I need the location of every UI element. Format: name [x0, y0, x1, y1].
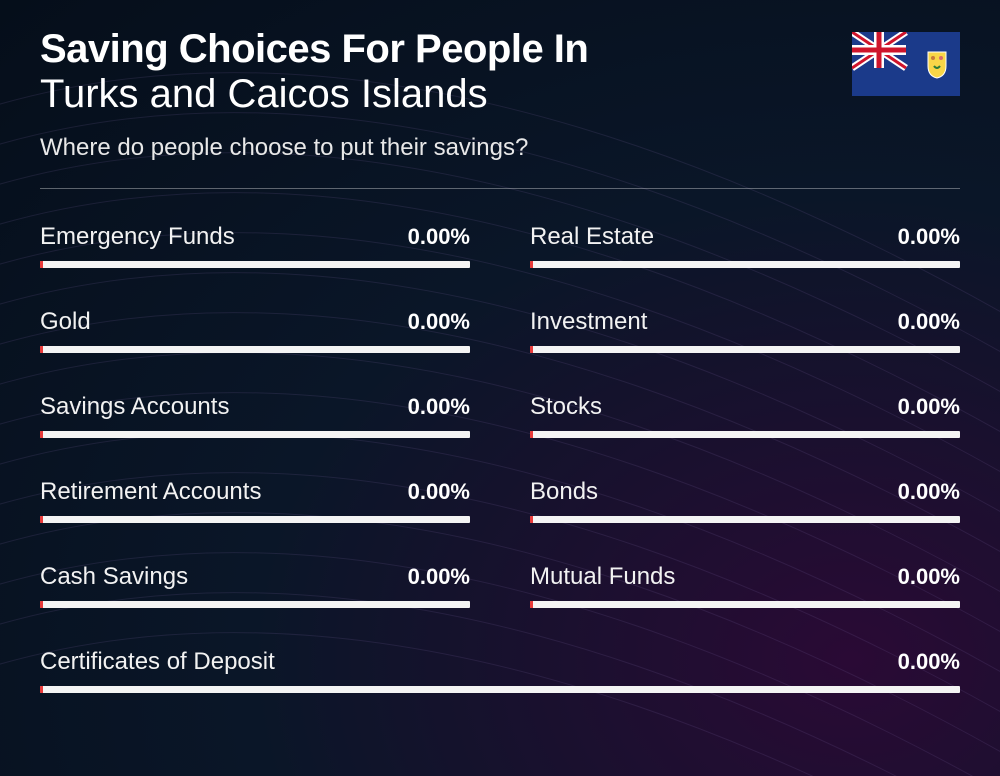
savings-item-label: Savings Accounts — [40, 393, 229, 421]
savings-item-value: 0.00% — [898, 649, 960, 675]
page-title-line2: Turks and Caicos Islands — [40, 72, 852, 116]
savings-item-value: 0.00% — [898, 564, 960, 590]
savings-item-value: 0.00% — [898, 479, 960, 505]
savings-item-value: 0.00% — [898, 224, 960, 250]
progress-bar — [530, 431, 960, 438]
savings-item-value: 0.00% — [408, 224, 470, 250]
savings-item-label: Mutual Funds — [530, 563, 675, 591]
savings-item-label: Retirement Accounts — [40, 478, 261, 506]
savings-item-value: 0.00% — [408, 564, 470, 590]
savings-item: Retirement Accounts 0.00% — [40, 478, 470, 523]
page-title-line1: Saving Choices For People In — [40, 28, 852, 70]
header-divider — [40, 188, 960, 189]
savings-item-value: 0.00% — [408, 309, 470, 335]
savings-item-label: Stocks — [530, 393, 602, 421]
savings-item-label: Bonds — [530, 478, 598, 506]
progress-bar — [40, 601, 470, 608]
progress-bar — [40, 261, 470, 268]
savings-item: Mutual Funds 0.00% — [530, 563, 960, 608]
savings-item: Gold 0.00% — [40, 308, 470, 353]
savings-item: Emergency Funds 0.00% — [40, 223, 470, 268]
page-subtitle: Where do people choose to put their savi… — [40, 134, 852, 162]
progress-bar — [530, 601, 960, 608]
savings-item-label: Gold — [40, 308, 91, 336]
savings-item: Cash Savings 0.00% — [40, 563, 470, 608]
savings-item-label: Investment — [530, 308, 647, 336]
progress-bar — [40, 431, 470, 438]
savings-item: Bonds 0.00% — [530, 478, 960, 523]
progress-bar — [530, 261, 960, 268]
savings-item-value: 0.00% — [408, 479, 470, 505]
savings-item-value: 0.00% — [898, 309, 960, 335]
savings-item-value: 0.00% — [408, 394, 470, 420]
savings-chart-grid: Emergency Funds0.00%Real Estate0.00%Gold… — [40, 223, 960, 693]
savings-item-label: Cash Savings — [40, 563, 188, 591]
savings-item: Real Estate 0.00% — [530, 223, 960, 268]
savings-item-label: Real Estate — [530, 223, 654, 251]
progress-bar — [530, 346, 960, 353]
progress-bar — [40, 686, 960, 693]
savings-item-label: Emergency Funds — [40, 223, 235, 251]
progress-bar — [40, 346, 470, 353]
progress-bar — [40, 516, 470, 523]
savings-item-label: Certificates of Deposit — [40, 648, 275, 676]
savings-item: Investment 0.00% — [530, 308, 960, 353]
savings-item: Savings Accounts 0.00% — [40, 393, 470, 438]
savings-item-value: 0.00% — [898, 394, 960, 420]
country-flag-icon — [852, 32, 960, 96]
savings-item: Stocks 0.00% — [530, 393, 960, 438]
savings-item: Certificates of Deposit 0.00% — [40, 648, 960, 693]
progress-bar — [530, 516, 960, 523]
